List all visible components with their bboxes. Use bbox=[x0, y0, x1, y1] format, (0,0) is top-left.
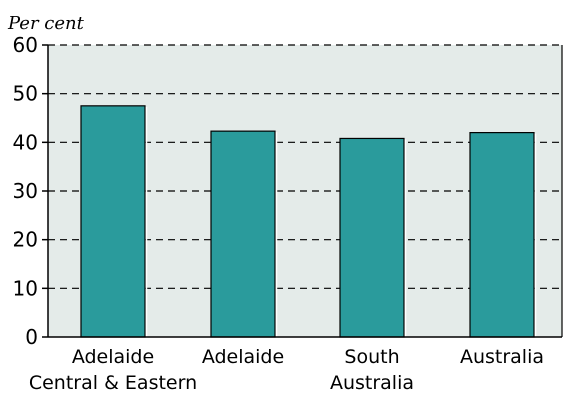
bar-1 bbox=[80, 105, 146, 338]
x-category-label-3-line-2: Australia bbox=[330, 372, 414, 394]
y-tick-label-30: 30 bbox=[13, 179, 38, 203]
y-tick-label-60: 60 bbox=[13, 33, 38, 57]
bar-3 bbox=[339, 137, 405, 338]
y-tick-label-10: 10 bbox=[13, 276, 38, 300]
y-tick-label-20: 20 bbox=[13, 228, 38, 252]
x-category-label-1-line-2: Central & Eastern bbox=[29, 372, 197, 394]
y-axis-ticks: 0 10 20 30 40 50 60 bbox=[13, 33, 48, 349]
x-category-label-1-line-1: Adelaide bbox=[72, 346, 154, 368]
x-category-label-3-line-1: South bbox=[344, 346, 399, 368]
x-category-label-4-line-1: Australia bbox=[460, 346, 544, 368]
bar-2 bbox=[210, 130, 276, 338]
bar-4 bbox=[469, 132, 535, 338]
y-tick-label-40: 40 bbox=[13, 130, 38, 154]
x-category-label-2-line-1: Adelaide bbox=[202, 346, 284, 368]
y-tick-label-0: 0 bbox=[25, 325, 38, 349]
y-tick-label-50: 50 bbox=[13, 82, 38, 106]
y-axis-unit-label: Per cent bbox=[7, 13, 85, 34]
bars bbox=[80, 105, 537, 338]
